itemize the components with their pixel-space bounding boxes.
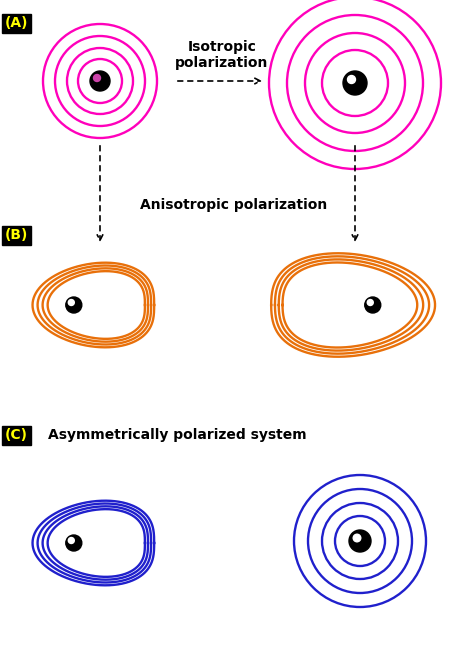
Circle shape — [90, 71, 110, 91]
Text: (C): (C) — [5, 428, 28, 442]
Circle shape — [66, 297, 82, 313]
Circle shape — [68, 300, 74, 306]
Circle shape — [66, 535, 82, 551]
Text: (A): (A) — [5, 16, 28, 30]
Circle shape — [353, 534, 361, 542]
Circle shape — [367, 300, 373, 306]
Circle shape — [68, 537, 74, 543]
Circle shape — [349, 530, 371, 552]
Text: (B): (B) — [5, 228, 28, 242]
Circle shape — [347, 76, 356, 84]
Text: Asymmetrically polarized system: Asymmetrically polarized system — [48, 428, 307, 442]
Circle shape — [365, 297, 381, 313]
Text: Anisotropic polarization: Anisotropic polarization — [140, 198, 327, 212]
Circle shape — [93, 74, 100, 82]
Circle shape — [343, 71, 367, 95]
Text: Isotropic
polarization: Isotropic polarization — [175, 40, 269, 70]
